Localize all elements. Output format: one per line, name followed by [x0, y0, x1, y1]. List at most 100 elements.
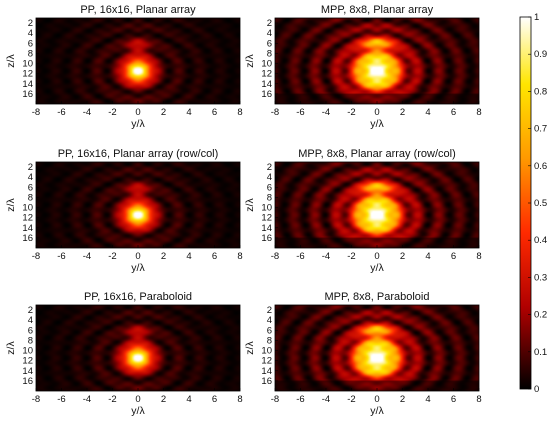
y-tick-label: 6: [28, 325, 33, 336]
panel-title: MPP, 8x8, Planar array: [321, 4, 434, 16]
y-tick-label: 4: [28, 28, 33, 39]
y-axis-label: z/λ: [244, 341, 256, 355]
y-tick-label: 2: [28, 305, 33, 316]
heatmap-panel-4: MPP, 8x8, Planar array (row/col) -8 -6 -4 -2…: [244, 148, 482, 274]
x-tick-label: -4: [83, 107, 91, 118]
x-tick-label: 4: [186, 251, 191, 262]
colorbar-tick-label: 0.3: [534, 272, 547, 283]
y-tick-label: 4: [28, 315, 33, 326]
x-tick-label: -4: [322, 394, 330, 405]
y-tick-label: 4: [267, 28, 272, 39]
heatmap-panel-1: PP, 16x16, Planar array-8 -6 -4 -2 0 2 4 6 82468…: [5, 4, 243, 130]
y-tick-label: 12: [22, 356, 33, 367]
colorbar-tick-label: 0.7: [534, 124, 547, 135]
x-tick-label: 6: [212, 107, 217, 118]
colorbar-tick-label: 0.2: [534, 310, 547, 321]
y-tick-label: 16: [261, 89, 272, 100]
y-tick-label: 4: [28, 172, 33, 183]
y-tick-label: 4: [267, 172, 272, 183]
y-tick-label: 6: [28, 182, 33, 193]
colorbar-tick-label: 0.1: [534, 347, 547, 358]
x-tick-label: -8: [271, 107, 279, 118]
y-tick-label: 16: [22, 376, 33, 387]
x-tick-label: -4: [322, 107, 330, 118]
y-axis-label: z/λ: [244, 198, 256, 212]
y-tick-label: 10: [261, 346, 272, 357]
x-tick-label: -6: [296, 251, 304, 262]
heatmap-panel-6: MPP, 8x8, Paraboloid-8 -6 -4 -2 0 2 4 6 82468101…: [244, 291, 482, 417]
x-axis-label: y/λ: [131, 118, 145, 130]
x-tick-label: 8: [476, 107, 481, 118]
x-tick-label: 4: [186, 394, 191, 405]
x-tick-label: 6: [451, 394, 456, 405]
y-tick-label: 2: [28, 162, 33, 173]
heatmap-image: [275, 162, 479, 248]
x-tick-label: 2: [400, 394, 405, 405]
y-tick-label: 8: [28, 192, 33, 203]
x-tick-label: 2: [400, 251, 405, 262]
heatmap-panel-3: PP, 16x16, Planar array (row/col) -8 -6 -4 -…: [5, 148, 243, 274]
x-tick-label: -2: [108, 251, 116, 262]
x-axis-label: y/λ: [131, 405, 145, 417]
heatmap-image: [36, 162, 240, 248]
x-tick-label: 8: [476, 394, 481, 405]
x-tick-label: 0: [374, 251, 379, 262]
heatmap-panel-5: PP, 16x16, Paraboloid-8 -6 -4 -2 0 2 4 6 8246810…: [5, 291, 243, 417]
y-axis-label: z/λ: [244, 54, 256, 68]
heatmap-image: [275, 18, 479, 104]
y-tick-label: 8: [267, 335, 272, 346]
x-tick-label: 0: [135, 394, 140, 405]
y-tick-label: 12: [261, 356, 272, 367]
y-tick-label: 14: [261, 366, 272, 377]
y-tick-label: 14: [22, 223, 33, 234]
x-axis-label: y/λ: [370, 405, 384, 417]
y-tick-label: 6: [28, 38, 33, 49]
x-tick-label: -8: [32, 394, 40, 405]
panel-title: PP, 16x16, Planar array: [80, 4, 196, 16]
x-tick-label: 6: [212, 251, 217, 262]
colorbar-tick-label: 0.4: [534, 235, 547, 246]
x-tick-label: -2: [347, 107, 355, 118]
x-tick-label: -8: [271, 394, 279, 405]
x-tick-label: 6: [451, 251, 456, 262]
x-tick-label: -8: [32, 107, 40, 118]
y-tick-label: 6: [267, 182, 272, 193]
x-axis-label: y/λ: [370, 118, 384, 130]
x-tick-label: -6: [296, 394, 304, 405]
panel-title: MPP, 8x8, Paraboloid: [325, 291, 430, 303]
x-tick-label: 8: [237, 251, 242, 262]
y-tick-label: 8: [28, 48, 33, 59]
x-tick-label: 4: [425, 107, 430, 118]
x-tick-label: -8: [271, 251, 279, 262]
x-tick-label: 8: [237, 394, 242, 405]
y-tick-label: 14: [22, 79, 33, 90]
x-tick-label: 4: [186, 107, 191, 118]
heatmap-image: [36, 18, 240, 104]
x-tick-label: 0: [135, 251, 140, 262]
y-tick-label: 4: [267, 315, 272, 326]
x-tick-label: -2: [347, 251, 355, 262]
x-tick-label: 2: [161, 394, 166, 405]
colorbar-tick-label: 0.6: [534, 161, 547, 172]
colorbar-tick-label: 0.9: [534, 49, 547, 60]
x-tick-label: -6: [296, 107, 304, 118]
x-tick-label: 2: [161, 251, 166, 262]
y-tick-label: 16: [261, 233, 272, 244]
x-tick-label: 4: [425, 394, 430, 405]
y-tick-label: 2: [28, 18, 33, 29]
heatmap-panel-2: MPP, 8x8, Planar array-8 -6 -4 -2 0 2 4 6 824681…: [244, 4, 482, 130]
x-tick-label: 2: [161, 107, 166, 118]
y-tick-label: 8: [267, 192, 272, 203]
y-axis-label: z/λ: [5, 198, 17, 212]
y-tick-label: 14: [261, 79, 272, 90]
y-tick-label: 12: [22, 69, 33, 80]
x-tick-label: 8: [476, 251, 481, 262]
y-tick-label: 2: [267, 18, 272, 29]
y-tick-label: 8: [267, 48, 272, 59]
x-tick-label: -4: [322, 251, 330, 262]
y-tick-label: 16: [261, 376, 272, 387]
y-tick-label: 16: [22, 89, 33, 100]
y-tick-label: 6: [267, 325, 272, 336]
x-axis-label: y/λ: [131, 262, 145, 274]
y-tick-label: 10: [22, 346, 33, 357]
